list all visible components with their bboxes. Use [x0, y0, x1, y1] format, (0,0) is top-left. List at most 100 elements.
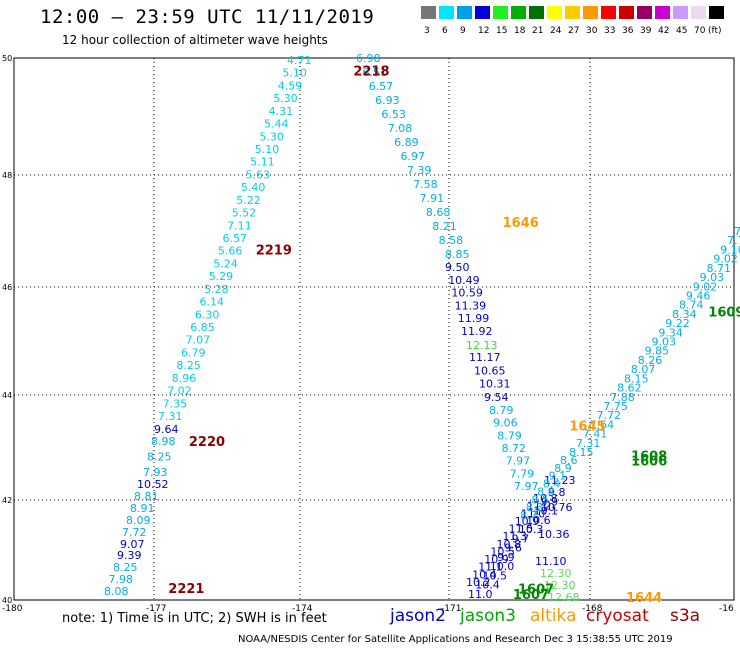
wave-height-label: 10.8 [533, 492, 558, 505]
y-tick-label: 44 [2, 391, 12, 400]
wave-height-label: 5.10 [282, 67, 307, 80]
wave-height-label: 7.72 [597, 409, 622, 422]
wave-height-label: 11.0 [521, 507, 546, 520]
wave-height-label: 11.3 [503, 530, 528, 543]
wave-height-label: 7.64 [590, 418, 615, 431]
wave-height-label: 8.6 [560, 454, 578, 467]
wave-height-label: 7.02 [167, 385, 192, 398]
scale-swatch [619, 6, 634, 19]
scale-label: 9 [460, 26, 466, 36]
wave-height-label: 10.5 [483, 570, 508, 583]
y-tick-label: 40 [2, 596, 12, 605]
legend-cryosat: cryosat [586, 606, 649, 626]
wave-height-label: 12.30 [540, 567, 572, 580]
wave-height-label: 9.7 [512, 532, 529, 545]
wave-height-label: 4.71 [287, 54, 312, 67]
scale-swatch [529, 6, 544, 19]
scale-swatch [637, 6, 652, 19]
scale-label: 3 [424, 26, 430, 36]
wave-height-label: 8.4 [543, 478, 561, 491]
map-frame [13, 57, 735, 601]
wave-height-label: 7.58 [413, 178, 438, 191]
time-label: 2221 [168, 582, 204, 597]
y-tick-label: 50 [2, 54, 12, 63]
footer-credit: NOAA/NESDIS Center for Satellite Applica… [238, 634, 673, 645]
wave-height-label: 8.7 [520, 509, 538, 522]
wave-height-label: 10.52 [137, 478, 169, 491]
wave-height-label: 5.30 [259, 130, 284, 143]
scale-label: 39 [640, 26, 652, 36]
wave-height-label: 11.0 [468, 588, 493, 601]
wave-height-label: 6.51 [362, 66, 387, 79]
scale-swatch [547, 6, 562, 19]
time-label: 1607 [513, 588, 549, 603]
wave-height-label: 10.36 [538, 528, 570, 541]
wave-height-label: 5.63 [246, 168, 271, 181]
wave-height-label: 8.15 [624, 372, 649, 385]
wave-height-label: 7.7 [727, 234, 740, 247]
x-tick-label: -16 [719, 604, 734, 614]
wave-height-label: 7.11 [227, 219, 252, 232]
wave-height-label: 8.68 [426, 206, 451, 219]
wave-height-label: 11.10 [535, 555, 567, 568]
wave-height-label: 6.57 [369, 80, 394, 93]
wave-height-label: 7.41 [583, 428, 608, 441]
wave-height-label: 10.65 [474, 364, 506, 377]
wave-height-label: 9.39 [117, 549, 142, 562]
wave-height-label: 8.62 [617, 382, 642, 395]
wave-height-label: 9.8 [548, 486, 566, 499]
scale-swatch [709, 6, 724, 19]
wave-height-label: 7.31 [158, 410, 183, 423]
wave-height-label: 8.34 [672, 308, 697, 321]
wave-height-label: 9.03 [652, 336, 677, 349]
scale-swatch [493, 6, 508, 19]
wave-height-label: 6.85 [190, 321, 215, 334]
wave-height-label: 9.07 [120, 538, 145, 551]
wave-height-label: 6.53 [381, 108, 406, 121]
wave-height-label: 7.97 [514, 480, 539, 493]
wave-height-label: 5.22 [236, 194, 260, 207]
wave-height-label: 8.96 [172, 372, 197, 385]
scale-swatch [475, 6, 490, 19]
scale-swatch [457, 6, 472, 19]
wave-height-label: 5.52 [232, 207, 257, 220]
wave-height-label: 8.08 [104, 585, 129, 598]
wave-height-label: 8.71 [707, 262, 732, 275]
wave-height-label: 8.5 [531, 493, 549, 506]
wave-height-label: 8.3 [526, 501, 544, 514]
time-labels: 2218 2219 2220 2221 1646 1645 1644 1609 16081606… [168, 64, 740, 606]
wave-height-label: 12.13 [466, 339, 498, 352]
map-subtitle: 12 hour collection of altimeter wave hei… [62, 33, 328, 47]
wave-height-label: 5.30 [273, 92, 298, 105]
footer-note: note: 1) Time is in UTC; 2) SWH is in fe… [62, 611, 327, 626]
y-tick-label: 42 [2, 496, 12, 505]
wave-height-label: 7.72 [122, 526, 147, 539]
scale-swatch [583, 6, 598, 19]
wave-height-label: 12.68 [548, 591, 580, 604]
wave-height-label: 9.02 [713, 253, 738, 266]
wave-height-label: 8.58 [439, 234, 464, 247]
scale-label: 42 [658, 26, 670, 36]
wave-height-label: 4.31 [269, 105, 294, 118]
wave-height-label: 10.6 [526, 514, 551, 527]
time-label: 1606 [631, 455, 667, 470]
scale-label: 30 [586, 26, 598, 36]
x-tick-label: -177 [146, 604, 166, 614]
scale-label: 6 [442, 26, 448, 36]
x-tick-label: -174 [292, 604, 313, 614]
wave-height-label: 11.17 [469, 351, 501, 364]
wave-height-label: 6.79 [181, 346, 206, 359]
wave-height-label: 5.10 [255, 143, 279, 156]
scale-label: 21 [532, 26, 544, 36]
wave-height-label: 8.79 [497, 429, 522, 442]
wave-height-label: 10.1 [534, 505, 559, 518]
wave-height-label: 9.64 [154, 423, 179, 436]
wave-height-label: 8.74 [679, 299, 704, 312]
wave-height-label: 6.98 [356, 52, 381, 65]
time-label: 1646 [503, 216, 539, 231]
wave-height-label: 9.6 [504, 542, 522, 555]
wave-height-label: 5.29 [209, 270, 234, 283]
wave-height-label: 7.97 [506, 455, 531, 468]
time-label: 1644 [626, 591, 662, 606]
wave-height-label: 6.57 [223, 232, 248, 245]
